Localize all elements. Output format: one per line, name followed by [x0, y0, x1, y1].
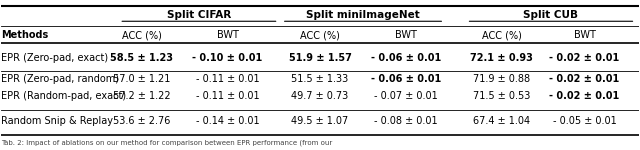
- Text: 49.7 ± 0.73: 49.7 ± 0.73: [291, 91, 349, 101]
- Text: - 0.06 ± 0.01: - 0.06 ± 0.01: [371, 53, 441, 63]
- Text: - 0.08 ± 0.01: - 0.08 ± 0.01: [374, 116, 438, 126]
- Text: - 0.10 ± 0.01: - 0.10 ± 0.01: [193, 53, 263, 63]
- Text: Split miniImageNet: Split miniImageNet: [306, 10, 420, 20]
- Text: BWT: BWT: [395, 30, 417, 40]
- Text: ACC (%): ACC (%): [482, 30, 522, 40]
- Text: - 0.05 ± 0.01: - 0.05 ± 0.01: [552, 116, 616, 126]
- Text: Methods: Methods: [1, 30, 49, 40]
- Text: BWT: BWT: [217, 30, 239, 40]
- Text: - 0.11 ± 0.01: - 0.11 ± 0.01: [196, 91, 259, 101]
- Text: - 0.06 ± 0.01: - 0.06 ± 0.01: [371, 74, 441, 84]
- Text: 58.5 ± 1.23: 58.5 ± 1.23: [110, 53, 173, 63]
- Text: 53.6 ± 2.76: 53.6 ± 2.76: [113, 116, 170, 126]
- Text: 57.2 ± 1.22: 57.2 ± 1.22: [113, 91, 170, 101]
- Text: - 0.14 ± 0.01: - 0.14 ± 0.01: [196, 116, 259, 126]
- Text: 49.5 ± 1.07: 49.5 ± 1.07: [291, 116, 349, 126]
- Text: - 0.02 ± 0.01: - 0.02 ± 0.01: [549, 74, 620, 84]
- Text: Tab. 2: Impact of ablations on our method for comparison between EPR performance: Tab. 2: Impact of ablations on our metho…: [1, 139, 333, 146]
- Text: 57.0 ± 1.21: 57.0 ± 1.21: [113, 74, 170, 84]
- Text: 72.1 ± 0.93: 72.1 ± 0.93: [470, 53, 533, 63]
- Text: - 0.02 ± 0.01: - 0.02 ± 0.01: [549, 53, 620, 63]
- Text: EPR (Zero-pad, random): EPR (Zero-pad, random): [1, 74, 120, 84]
- Text: 71.9 ± 0.88: 71.9 ± 0.88: [473, 74, 530, 84]
- Text: - 0.11 ± 0.01: - 0.11 ± 0.01: [196, 74, 259, 84]
- Text: EPR (Zero-pad, exact): EPR (Zero-pad, exact): [1, 53, 109, 63]
- Text: EPR (Random-pad, exact): EPR (Random-pad, exact): [1, 91, 127, 101]
- Text: Random Snip & Replay: Random Snip & Replay: [1, 116, 113, 126]
- Text: Split CIFAR: Split CIFAR: [167, 10, 231, 20]
- Text: - 0.02 ± 0.01: - 0.02 ± 0.01: [549, 91, 620, 101]
- Text: ACC (%): ACC (%): [300, 30, 340, 40]
- Text: BWT: BWT: [573, 30, 595, 40]
- Text: - 0.07 ± 0.01: - 0.07 ± 0.01: [374, 91, 438, 101]
- Text: Split CUB: Split CUB: [524, 10, 579, 20]
- Text: 71.5 ± 0.53: 71.5 ± 0.53: [473, 91, 531, 101]
- Text: ACC (%): ACC (%): [122, 30, 161, 40]
- Text: 51.9 ± 1.57: 51.9 ± 1.57: [289, 53, 351, 63]
- Text: 51.5 ± 1.33: 51.5 ± 1.33: [291, 74, 349, 84]
- Text: 67.4 ± 1.04: 67.4 ± 1.04: [473, 116, 530, 126]
